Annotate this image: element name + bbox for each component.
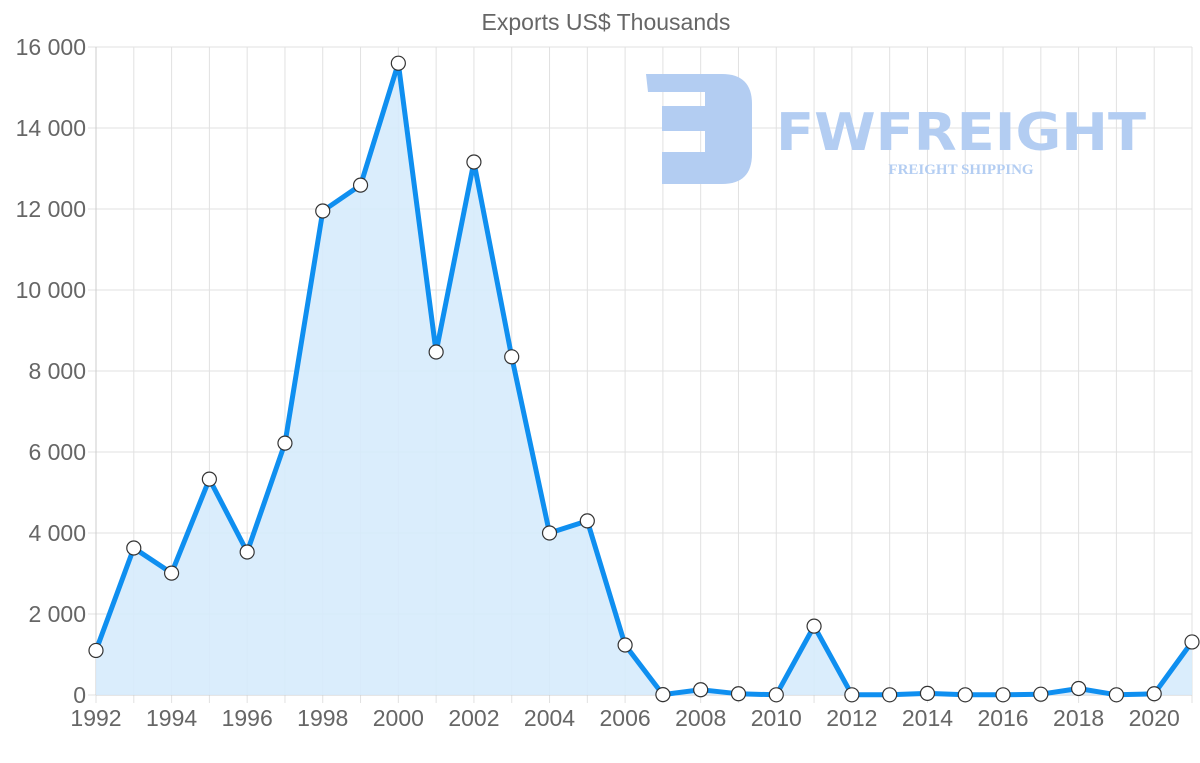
data-points: 1992: 1100 1993: 3630 1994: 3010 1995: 5330… [88,55,1200,703]
y-tick-label: 16 000 [16,34,86,60]
x-tick-label: 1998 [297,705,348,731]
x-tick-label: 2004 [524,705,575,731]
data-point[interactable]: 2003: 8350 [504,349,520,365]
x-tick-label: 2006 [600,705,651,731]
y-tick-label: 14 000 [16,115,86,141]
y-axis: 0 2 000 4 000 6 000 8 000 10 000 12 000 14 000 1… [16,34,86,708]
y-tick-label: 2 000 [28,601,86,627]
data-point[interactable]: 1996: 3530 [239,544,255,560]
data-point[interactable]: 2010: 5 [768,687,784,703]
data-point[interactable]: 1997: 6220 [277,435,293,451]
y-tick-label: 12 000 [16,196,86,222]
data-point[interactable]: 1992: 1100 [88,642,104,659]
data-point[interactable]: 2018: 160 [1071,680,1087,697]
area-fill [96,63,1192,695]
watermark-brand: FWFREIGHT [776,103,1147,163]
chart-title: Exports US$ Thousands [482,9,731,35]
x-tick-label: 2016 [977,705,1028,731]
x-tick-label: 2018 [1053,705,1104,731]
x-tick-label: 1994 [146,705,197,731]
x-tick-label: 1992 [70,705,121,731]
data-point[interactable]: 1999: 12590 [352,177,369,193]
fw-logo-icon [646,74,752,184]
y-tick-label: 0 [73,682,86,708]
x-axis: 1992 1994 1996 1998 2000 2002 2004 2006 2008 2010… [70,705,1179,731]
data-point[interactable]: 2015: 5 [957,687,973,703]
data-point[interactable]: 2017: 20 [1033,686,1049,702]
x-tick-label: 2000 [373,705,424,731]
data-point[interactable]: 2013: 5 [882,687,898,703]
data-point[interactable]: 2005: 4300 [579,513,595,529]
x-tick-label: 2010 [751,705,802,731]
data-point[interactable]: 1993: 3630 [126,540,142,556]
data-point[interactable]: 2007: 10 [655,686,671,703]
data-point[interactable]: 1995: 5330 [201,471,217,487]
data-point[interactable]: 2014: 40 [919,685,936,701]
data-point[interactable]: 2006: 1235 [617,637,633,653]
data-point[interactable]: 2011: 1700 [806,618,822,634]
data-point[interactable]: 2019: 5 [1108,687,1125,703]
y-tick-label: 8 000 [28,358,86,384]
data-point[interactable]: 2012: 5 [844,687,860,703]
data-point[interactable]: 1998: 11950 [315,203,331,219]
x-tick-label: 2012 [826,705,877,731]
data-point[interactable]: 2016: 5 [995,687,1011,703]
x-tick-label: 2020 [1129,705,1180,731]
x-tick-label: 1996 [222,705,273,731]
area-path [96,63,1192,695]
data-point[interactable]: 2001: 8470 [428,344,444,360]
x-tick-label: 2014 [902,705,953,731]
x-tick-label: 2008 [675,705,726,731]
watermark-tagline: FREIGHT SHIPPING [888,162,1033,178]
data-point[interactable]: 2020: 30 [1146,686,1162,702]
data-point[interactable]: 2009: 30 [730,686,747,702]
y-tick-label: 6 000 [28,439,86,465]
y-tick-label: 4 000 [28,520,86,546]
x-tick-label: 2002 [448,705,499,731]
data-point[interactable]: 2008: 130 [693,682,709,698]
data-point[interactable]: 1994: 3010 [163,565,180,581]
data-point[interactable]: 2000: 15600 [390,55,406,71]
data-point[interactable]: 2021: 1310 [1184,634,1200,650]
y-tick-label: 10 000 [16,277,86,303]
watermark-logo: FWFREIGHT FREIGHT SHIPPING [646,74,1147,184]
data-point[interactable]: 2002: 13160 [466,154,482,170]
